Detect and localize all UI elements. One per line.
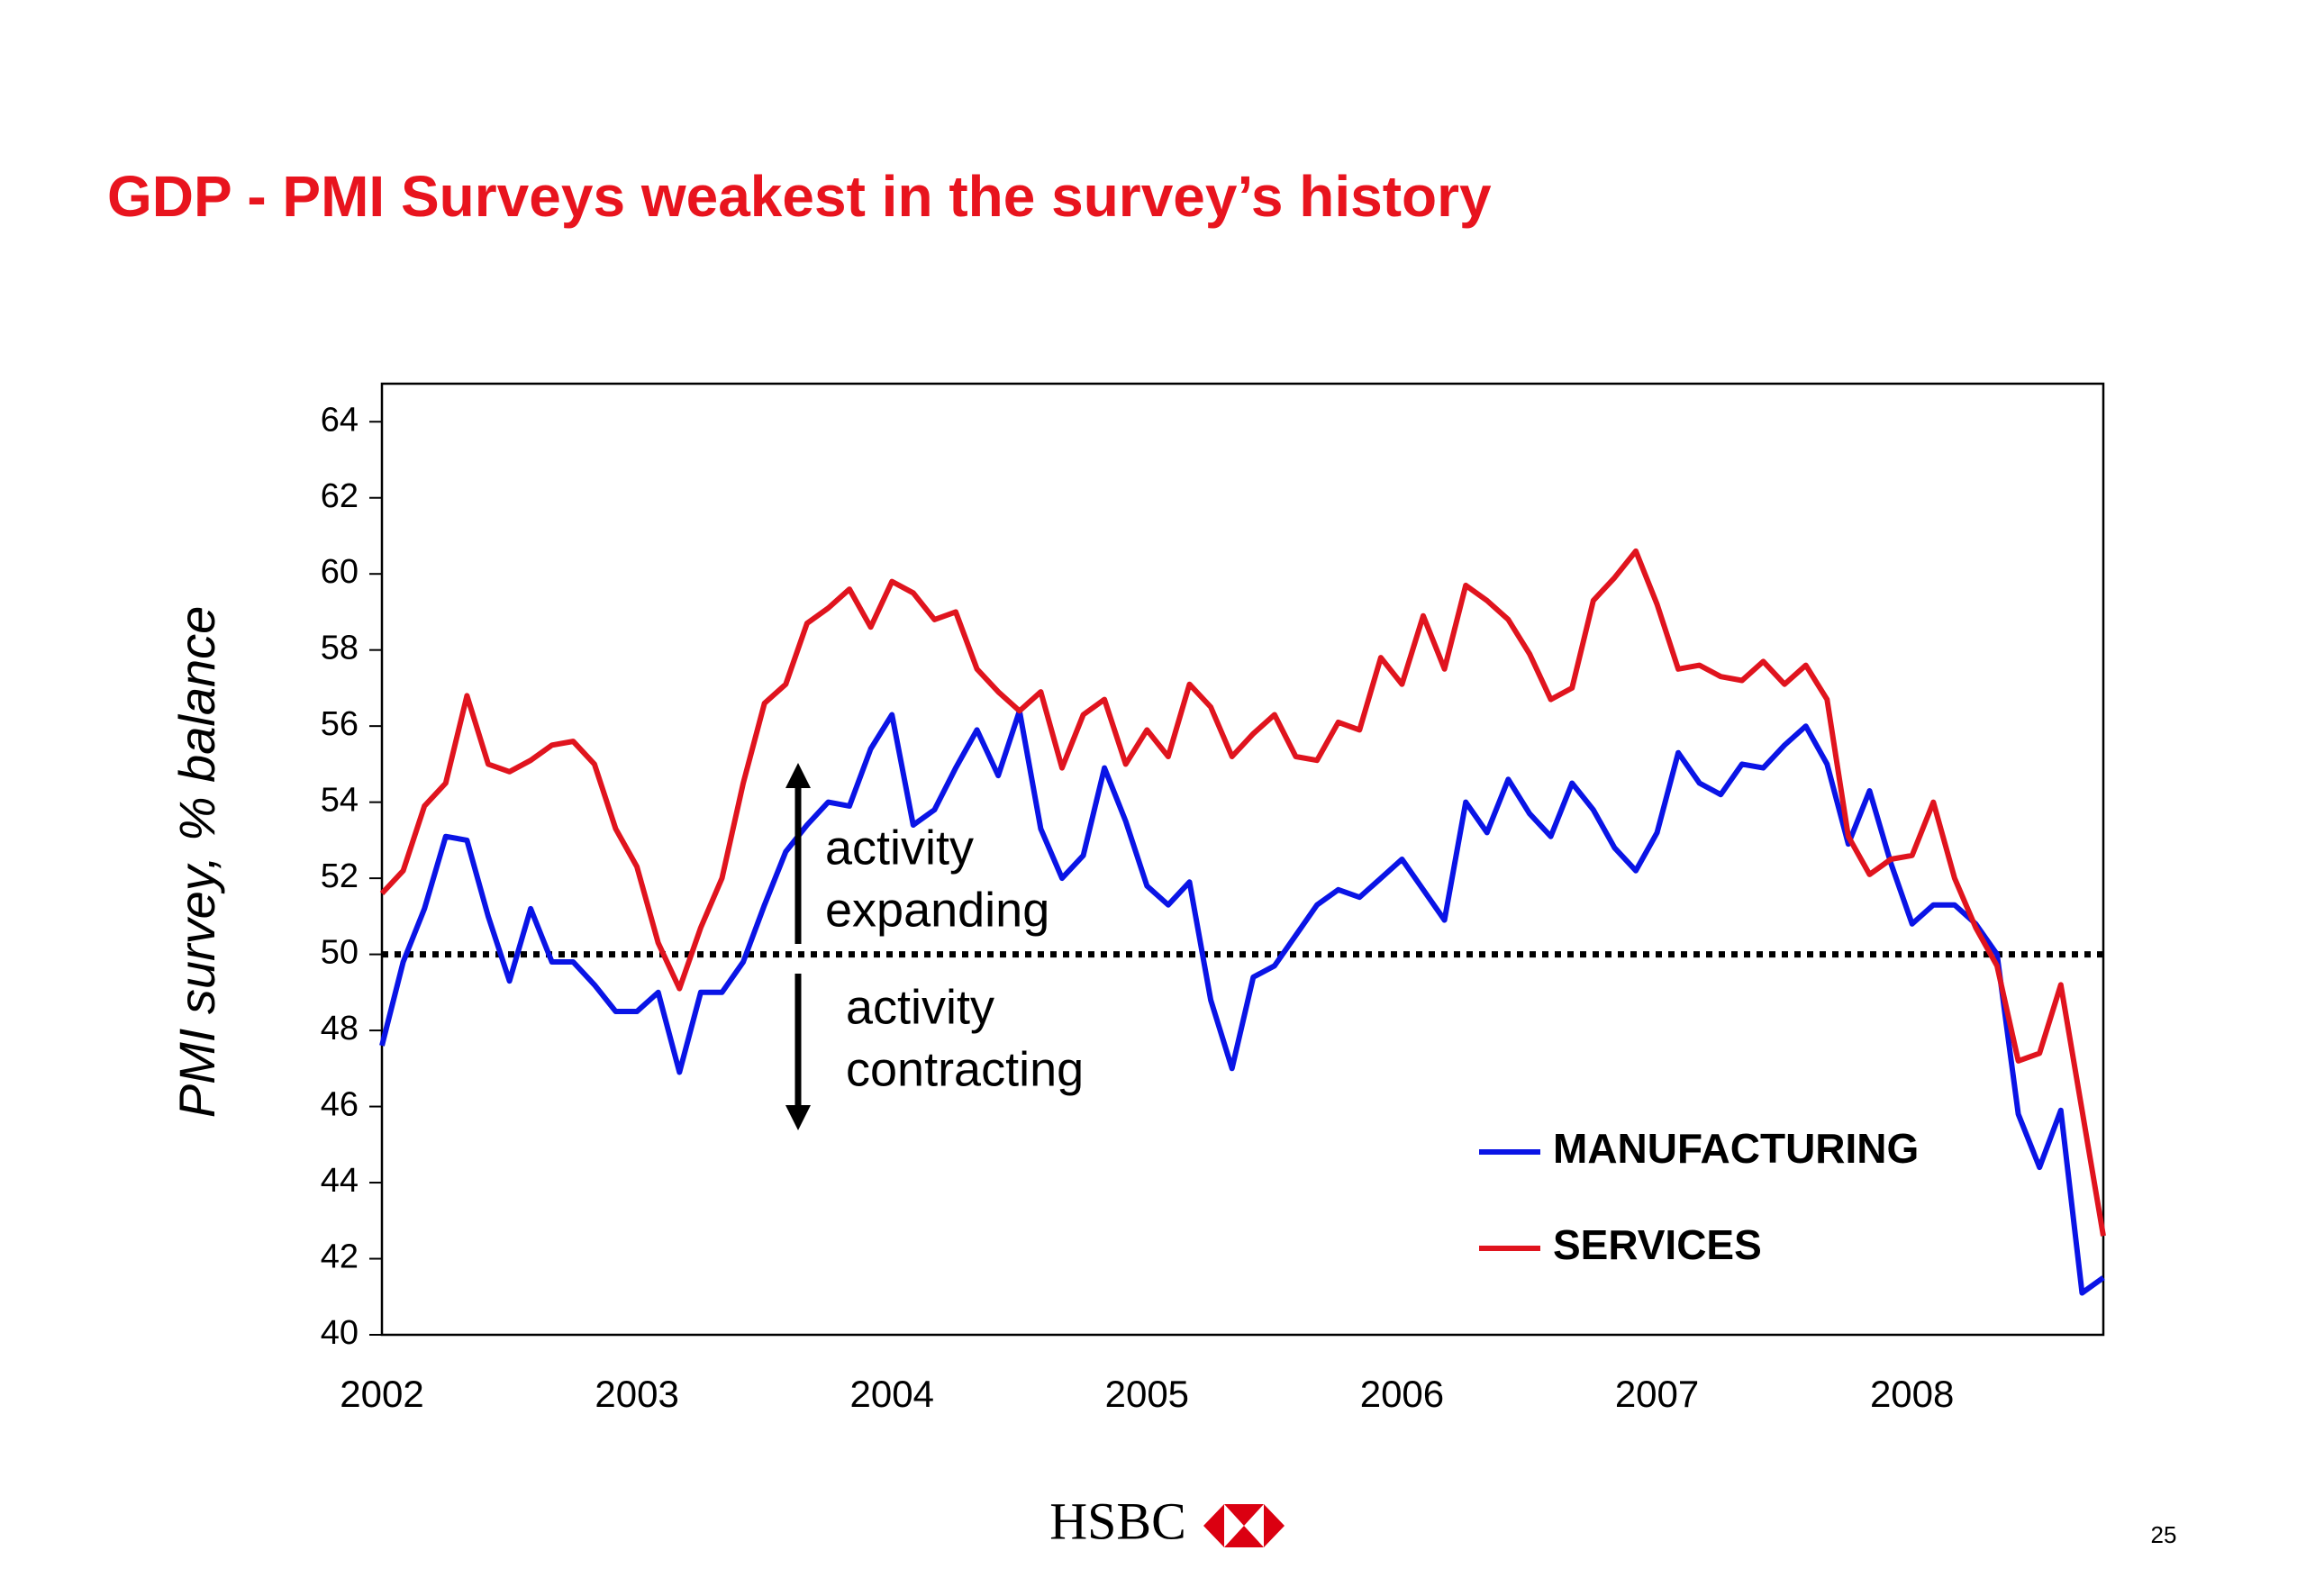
y-tick-label: 56 <box>321 705 359 743</box>
y-tick-label: 48 <box>321 1010 359 1047</box>
y-tick-label: 54 <box>321 782 359 820</box>
y-tick-label: 58 <box>321 630 359 667</box>
page-number: 25 <box>2151 1521 2177 1548</box>
y-tick-label: 44 <box>321 1162 359 1200</box>
legend-label: MANUFACTURING <box>1553 1125 1919 1172</box>
annotation-text: activity <box>846 980 994 1034</box>
series-line <box>379 708 2105 1296</box>
annotation-text: activity <box>825 821 974 875</box>
y-tick-label: 52 <box>321 857 359 895</box>
y-tick-label: 60 <box>321 553 359 591</box>
x-tick-label: 2004 <box>850 1373 934 1415</box>
x-tick-label: 2003 <box>595 1373 678 1415</box>
plot-frame <box>380 382 2105 1337</box>
brand: HSBC <box>1049 1492 1186 1550</box>
x-tick-label: 2005 <box>1105 1373 1189 1415</box>
x-tick-label: 2006 <box>1360 1373 1444 1415</box>
y-tick-label: 40 <box>321 1314 359 1352</box>
x-tick-label: 2007 <box>1615 1373 1699 1415</box>
x-tick-label: 2008 <box>1870 1373 1954 1415</box>
annotation-text: expanding <box>825 883 1049 937</box>
y-tick-label: 46 <box>321 1086 359 1124</box>
x-tick-label: 2002 <box>340 1373 423 1415</box>
chart-title: GDP - PMI Surveys weakest in the survey’… <box>107 164 1492 229</box>
series-line <box>379 548 2106 1237</box>
legend-label: SERVICES <box>1553 1221 1762 1268</box>
annotation-text: contracting <box>846 1042 1084 1096</box>
y-tick-label: 50 <box>321 934 359 972</box>
brand-logo <box>1203 1504 1285 1547</box>
y-tick-label: 42 <box>321 1238 359 1276</box>
y-axis-label: PMI survey, % balance <box>168 606 225 1119</box>
y-tick-label: 64 <box>321 401 359 439</box>
y-tick-label: 62 <box>321 477 359 515</box>
